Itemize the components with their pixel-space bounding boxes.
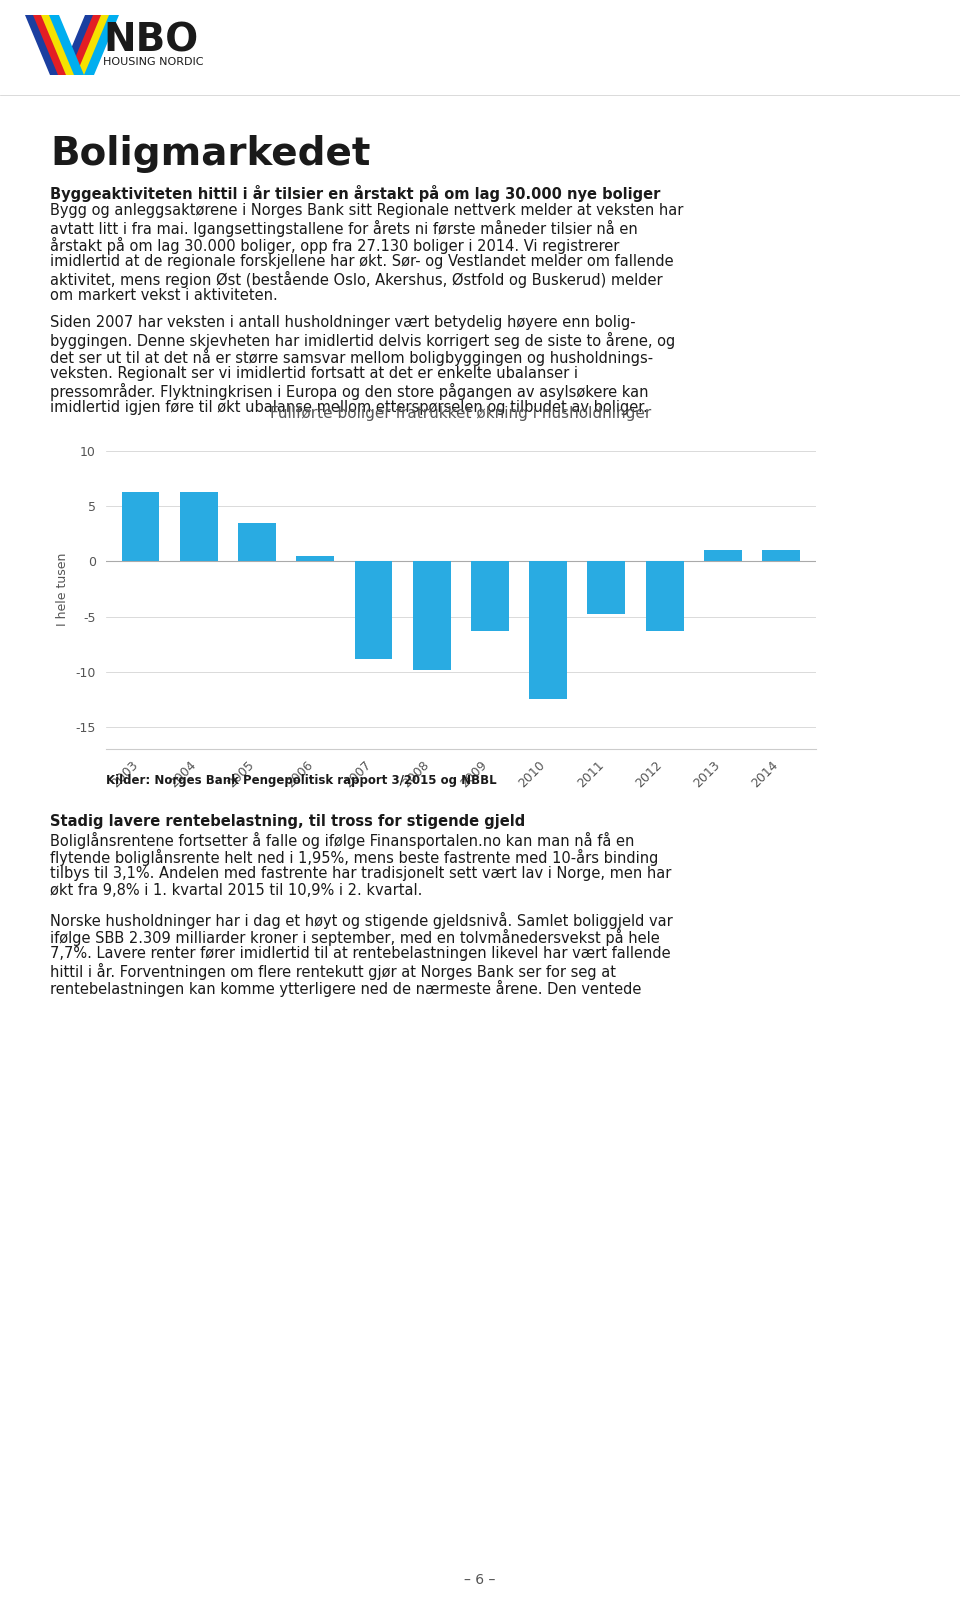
Bar bbox=[762, 551, 800, 561]
Text: rentebelastningen kan komme ytterligere ned de nærmeste årene. Den ventede: rentebelastningen kan komme ytterligere … bbox=[50, 980, 641, 996]
Text: Siden 2007 har veksten i antall husholdninger vært betydelig høyere enn bolig-: Siden 2007 har veksten i antall husholdn… bbox=[50, 316, 636, 330]
Text: pressområder. Flyktningkrisen i Europa og den store pågangen av asylsøkere kan: pressområder. Flyktningkrisen i Europa o… bbox=[50, 383, 649, 400]
Text: Stadig lavere rentebelastning, til tross for stigende gjeld: Stadig lavere rentebelastning, til tross… bbox=[50, 814, 525, 828]
Text: om markert vekst i aktiviteten.: om markert vekst i aktiviteten. bbox=[50, 288, 277, 303]
Text: aktivitet, mens region Øst (bestående Oslo, Akershus, Østfold og Buskerud) melde: aktivitet, mens region Øst (bestående Os… bbox=[50, 271, 662, 288]
Bar bbox=[588, 561, 625, 615]
Polygon shape bbox=[33, 14, 68, 75]
Text: tilbys til 3,1%. Andelen med fastrente har tradisjonelt sett vært lav i Norge, m: tilbys til 3,1%. Andelen med fastrente h… bbox=[50, 867, 671, 881]
Polygon shape bbox=[68, 14, 103, 75]
Text: – 6 –: – 6 – bbox=[465, 1573, 495, 1588]
Bar bbox=[413, 561, 450, 670]
Text: økt fra 9,8% i 1. kvartal 2015 til 10,9% i 2. kvartal.: økt fra 9,8% i 1. kvartal 2015 til 10,9%… bbox=[50, 883, 422, 899]
Text: det ser ut til at det nå er større samsvar mellom boligbyggingen og husholdnings: det ser ut til at det nå er større samsv… bbox=[50, 349, 653, 365]
Text: årstakt på om lag 30.000 boliger, opp fra 27.130 boliger i 2014. Vi registrerer: årstakt på om lag 30.000 boliger, opp fr… bbox=[50, 237, 619, 255]
Polygon shape bbox=[76, 14, 111, 75]
Text: NBO: NBO bbox=[103, 21, 199, 59]
Text: ifølge SBB 2.309 milliarder kroner i september, med en tolvmånedersvekst på hele: ifølge SBB 2.309 milliarder kroner i sep… bbox=[50, 929, 660, 947]
Text: flytende boliglånsrente helt ned i 1,95%, mens beste fastrente med 10-års bindin: flytende boliglånsrente helt ned i 1,95%… bbox=[50, 849, 659, 867]
Bar bbox=[122, 492, 159, 561]
Text: Boligmarkedet: Boligmarkedet bbox=[50, 135, 371, 173]
Text: 7,7%. Lavere renter fører imidlertid til at rentebelastningen likevel har vært f: 7,7%. Lavere renter fører imidlertid til… bbox=[50, 947, 671, 961]
Bar bbox=[238, 522, 276, 561]
Bar bbox=[704, 551, 742, 561]
Text: Norske husholdninger har i dag et høyt og stigende gjeldsnivå. Samlet boliggjeld: Norske husholdninger har i dag et høyt o… bbox=[50, 912, 673, 929]
Text: byggingen. Denne skjevheten har imidlertid delvis korrigert seg de siste to åren: byggingen. Denne skjevheten har imidlert… bbox=[50, 332, 675, 349]
Bar bbox=[471, 561, 509, 631]
Bar bbox=[646, 561, 684, 631]
Title: Fullførte boliger fratrukket økning i husholdninger: Fullførte boliger fratrukket økning i hu… bbox=[270, 405, 652, 421]
Text: Boliglånsrentene fortsetter å falle og ifølge Finansportalen.no kan man nå få en: Boliglånsrentene fortsetter å falle og i… bbox=[50, 831, 635, 849]
Text: avtatt litt i fra mai. Igangsettingstallene for årets ni første måneder tilsier : avtatt litt i fra mai. Igangsettingstall… bbox=[50, 219, 637, 237]
Bar bbox=[297, 556, 334, 561]
Text: imidlertid at de regionale forskjellene har økt. Sør- og Vestlandet melder om fa: imidlertid at de regionale forskjellene … bbox=[50, 255, 674, 269]
Bar bbox=[529, 561, 567, 700]
Polygon shape bbox=[84, 14, 119, 75]
Text: veksten. Regionalt ser vi imidlertid fortsatt at det er enkelte ubalanser i: veksten. Regionalt ser vi imidlertid for… bbox=[50, 365, 578, 381]
Polygon shape bbox=[49, 14, 84, 75]
Text: Kilder: Norges Bank Pengepolitisk rapport 3/2015 og NBBL: Kilder: Norges Bank Pengepolitisk rappor… bbox=[106, 774, 496, 787]
Bar bbox=[180, 492, 218, 561]
Text: Byggeaktiviteten hittil i år tilsier en årstakt på om lag 30.000 nye boliger: Byggeaktiviteten hittil i år tilsier en … bbox=[50, 184, 660, 202]
Y-axis label: I hele tusen: I hele tusen bbox=[56, 553, 68, 626]
Polygon shape bbox=[41, 14, 76, 75]
Polygon shape bbox=[60, 14, 95, 75]
Text: hittil i år. Forventningen om flere rentekutt gjør at Norges Bank ser for seg at: hittil i år. Forventningen om flere rent… bbox=[50, 963, 616, 980]
Bar bbox=[354, 561, 393, 658]
Text: Bygg og anleggsaktørene i Norges Bank sitt Regionale nettverk melder at veksten : Bygg og anleggsaktørene i Norges Bank si… bbox=[50, 203, 684, 218]
Text: HOUSING NORDIC: HOUSING NORDIC bbox=[103, 58, 204, 67]
Text: imidlertid igjen føre til økt ubalanse mellom etterspørselen og tilbudet av boli: imidlertid igjen føre til økt ubalanse m… bbox=[50, 400, 648, 415]
Polygon shape bbox=[25, 14, 60, 75]
